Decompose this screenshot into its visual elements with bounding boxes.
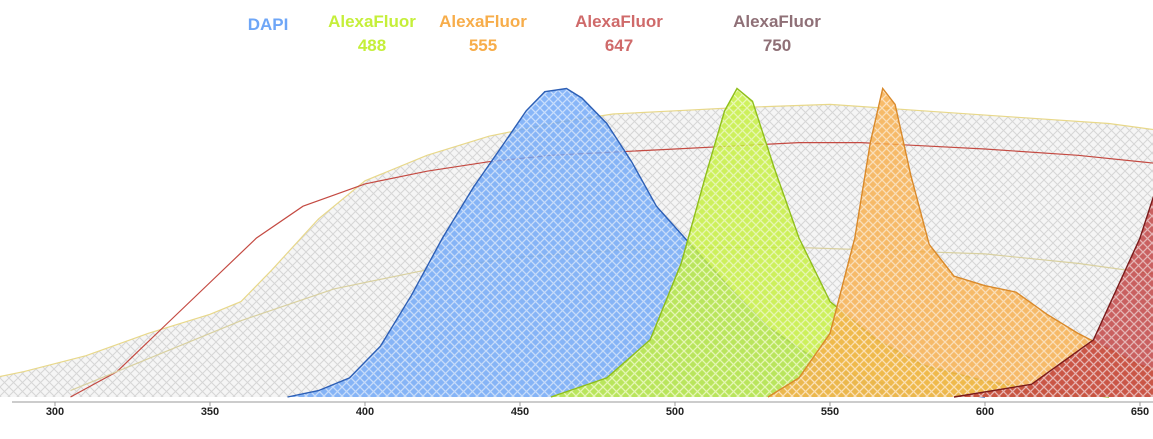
label-alexafluor-555: AlexaFluor 555 <box>439 12 527 55</box>
background-curve-2 <box>70 142 1153 398</box>
series-hatch-alexafluor-488 <box>551 88 1109 397</box>
series-outline-alexafluor-647 <box>953 195 1153 398</box>
series-hatch-alexafluor-555 <box>768 88 1153 397</box>
x-tick-label: 500 <box>666 406 684 418</box>
x-tick-label: 650 <box>1131 406 1149 418</box>
label-dapi: DAPI <box>248 15 289 34</box>
series-hatch-alexafluor-647 <box>954 197 1153 397</box>
label-line: 750 <box>763 36 791 55</box>
background-line-1 <box>0 103 1153 378</box>
emission-series <box>287 86 1153 398</box>
label-line: AlexaFluor <box>733 12 821 31</box>
x-tick-label: 550 <box>821 406 839 418</box>
label-line: AlexaFluor <box>439 12 527 31</box>
label-line: AlexaFluor <box>328 12 416 31</box>
background-line-3 <box>70 246 1153 392</box>
label-alexafluor-750: AlexaFluor 750 <box>733 12 821 55</box>
label-alexafluor-488: AlexaFluor 488 <box>328 12 416 55</box>
x-tick-label: 600 <box>976 406 994 418</box>
label-line: DAPI <box>248 15 289 34</box>
label-alexafluor-647: AlexaFluor 647 <box>575 12 663 55</box>
x-tick-label: 450 <box>511 406 529 418</box>
label-line: AlexaFluor <box>575 12 663 31</box>
label-line: 647 <box>605 36 633 55</box>
x-axis-ticks: 3003504004505005506006507007508008509009… <box>46 402 1149 418</box>
label-line: 488 <box>358 36 386 55</box>
background-curve-3 <box>70 246 1153 392</box>
x-tick-label: 300 <box>46 406 64 418</box>
background-line-2 <box>70 142 1153 398</box>
series-alexafluor-647 <box>953 195 1153 398</box>
series-hatch-dapi <box>287 88 985 397</box>
x-tick-label: 350 <box>201 406 219 418</box>
label-line: 555 <box>469 36 497 55</box>
x-tick-label: 400 <box>356 406 374 418</box>
